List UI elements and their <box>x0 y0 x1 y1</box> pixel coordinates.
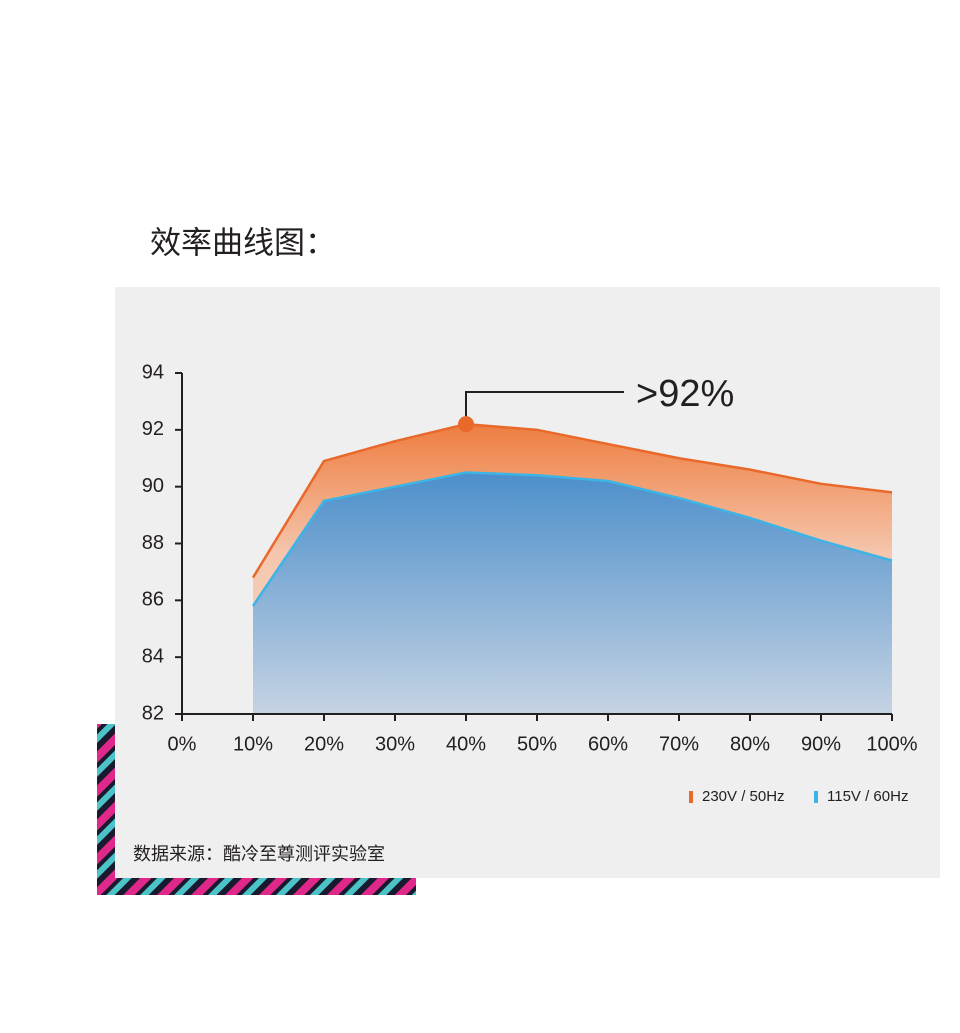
x-tick-label: 30% <box>375 733 415 755</box>
y-tick-label: 88 <box>142 532 164 554</box>
x-tick-label: 40% <box>446 733 486 755</box>
x-tick-label: 70% <box>659 733 699 755</box>
annotation: >92% <box>636 373 734 415</box>
y-tick-label: 92 <box>142 418 164 440</box>
x-tick-label: 50% <box>517 733 557 755</box>
x-tick-label: 0% <box>168 733 197 755</box>
y-tick-label: 94 <box>142 361 164 383</box>
legend-label: 115V / 60Hz <box>827 788 908 805</box>
x-tick-label: 20% <box>304 733 344 755</box>
series-area <box>253 472 892 714</box>
series-line <box>251 471 893 607</box>
x-tick-label: 80% <box>730 733 770 755</box>
y-tick-label: 86 <box>142 589 164 611</box>
legend-swatch <box>689 791 693 803</box>
x-tick-label: 90% <box>801 733 841 755</box>
y-tick-label: 82 <box>142 702 164 724</box>
annotation-leader <box>465 391 624 425</box>
x-tick-label: 10% <box>233 733 273 755</box>
annotation-point <box>458 416 474 433</box>
series-line <box>251 422 893 579</box>
chart-title: 效率曲线图： <box>150 226 336 262</box>
x-tick-label: 60% <box>588 733 628 755</box>
y-tick-label: 84 <box>142 645 164 667</box>
source-note: 数据来源：酷冷至尊测评实验室 <box>133 844 385 865</box>
x-tick-label: 100% <box>866 733 917 755</box>
y-tick-label: 90 <box>142 475 164 497</box>
legend-swatch <box>814 791 818 803</box>
legend-label: 230V / 50Hz <box>702 788 785 805</box>
